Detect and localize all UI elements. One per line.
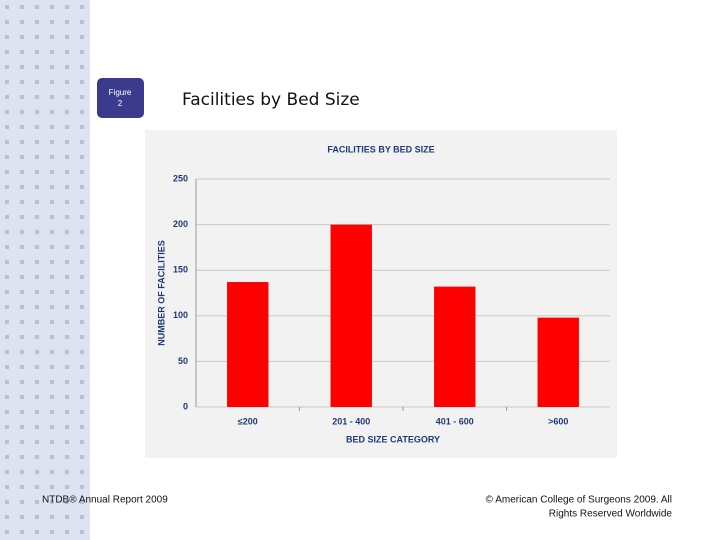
- footer-right: Rights Reserved Worldwide: [549, 509, 673, 520]
- bar: [330, 224, 372, 407]
- y-tick-label: 200: [173, 219, 188, 229]
- y-axis-label: NUMBER OF FACILITIES: [156, 240, 166, 346]
- chart-title: FACILITIES BY BED SIZE: [327, 144, 434, 154]
- dot-stripe: [0, 0, 90, 540]
- y-tick-label: 0: [183, 401, 188, 411]
- slide-title: Facilities by Bed Size: [182, 90, 360, 110]
- x-tick-label: 401 - 600: [436, 416, 474, 426]
- figure-badge: [97, 78, 144, 118]
- x-axis-label: BED SIZE CATEGORY: [346, 434, 440, 444]
- footer-left: NTDB® Annual Report 2009: [42, 495, 168, 506]
- y-tick-label: 100: [173, 310, 188, 320]
- x-tick-label: ≤200: [238, 416, 258, 426]
- badge-text: 2: [118, 99, 123, 108]
- y-tick-label: 50: [178, 356, 188, 366]
- bar: [434, 286, 476, 407]
- y-tick-label: 150: [173, 265, 188, 275]
- badge-text: Figure: [109, 88, 132, 97]
- x-tick-label: >600: [548, 416, 568, 426]
- bar: [227, 282, 269, 407]
- y-tick-label: 250: [173, 173, 188, 183]
- footer-right: © American College of Surgeons 2009. All: [486, 495, 672, 506]
- x-tick-label: 201 - 400: [332, 416, 370, 426]
- bar: [537, 317, 579, 407]
